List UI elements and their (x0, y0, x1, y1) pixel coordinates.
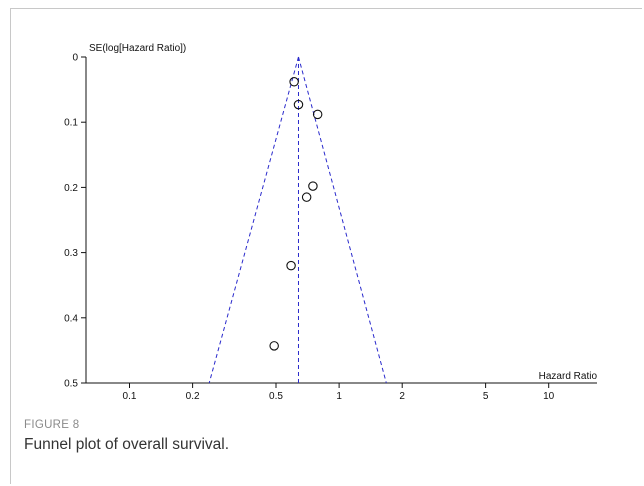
x-tick-label: 10 (543, 391, 555, 402)
y-tick-label: 0.3 (64, 248, 78, 259)
x-tick-label: 0.5 (269, 391, 283, 402)
axes (81, 56, 597, 388)
study-point (286, 260, 296, 271)
axis-labels: 0 0.1 0.2 0.3 0.4 0.5 0.1 0.2 0.5 1 2 5 10 SE(log[Haz… (64, 43, 597, 402)
funnel-lines (208, 56, 387, 384)
y-tick-label: 0.4 (64, 313, 78, 324)
y-axis-title: SE(log[Hazard Ratio]) (89, 43, 186, 54)
figure-label: FIGURE 8 (24, 419, 80, 431)
funnel-left-bound (208, 56, 299, 384)
study-point (269, 341, 279, 351)
figure-caption: Funnel plot of overall survival. (24, 436, 230, 453)
x-tick-label: 0.1 (123, 391, 137, 402)
funnel-plot: 0 0.1 0.2 0.3 0.4 0.5 0.1 0.2 0.5 1 2 5 10 SE(log[Haz… (64, 43, 597, 402)
x-tick-label: 1 (336, 391, 342, 402)
study-point (293, 99, 304, 110)
funnel-right-bound (298, 56, 387, 384)
y-tick-label: 0.2 (64, 183, 78, 194)
x-tick-label: 0.2 (186, 391, 200, 402)
y-tick-label: 0.5 (64, 379, 78, 390)
x-tick-label: 2 (399, 391, 405, 402)
study-point (289, 77, 299, 87)
y-tick-label: 0 (72, 53, 78, 64)
x-tick-label: 5 (483, 391, 489, 402)
figure-frame (10, 8, 642, 484)
study-point (308, 181, 318, 191)
x-axis-title: Hazard Ratio (539, 371, 598, 382)
data-points (269, 77, 323, 351)
study-point (312, 109, 323, 120)
y-tick-label: 0.1 (64, 118, 78, 129)
study-point (301, 192, 312, 202)
